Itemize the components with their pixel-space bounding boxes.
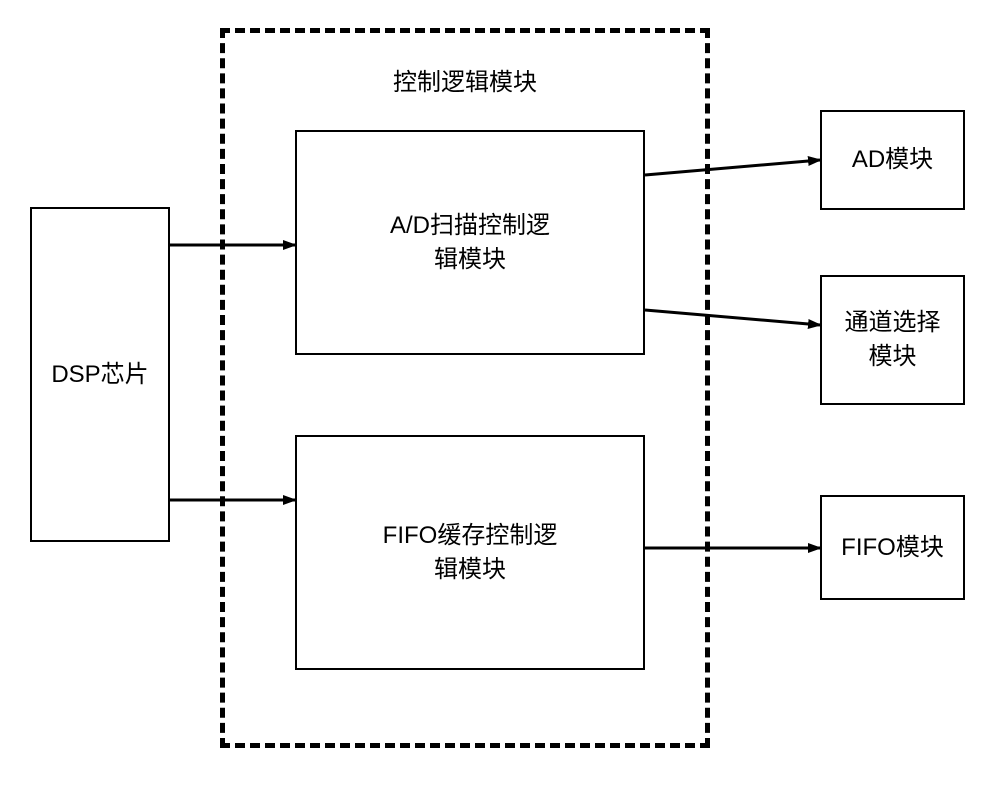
channel-select-box: 通道选择 模块 bbox=[820, 275, 965, 405]
fifo-module-label: FIFO模块 bbox=[841, 531, 944, 565]
channel-select-label: 通道选择 模块 bbox=[845, 306, 941, 373]
dsp-chip-label: DSP芯片 bbox=[51, 358, 148, 392]
fifo-cache-logic-label: FIFO缓存控制逻 辑模块 bbox=[383, 519, 558, 586]
ad-scan-logic-label: A/D扫描控制逻 辑模块 bbox=[390, 209, 550, 276]
ad-module-box: AD模块 bbox=[820, 110, 965, 210]
diagram-canvas: { "type": "flowchart", "background_color… bbox=[0, 0, 1000, 787]
fifo-cache-logic-box: FIFO缓存控制逻 辑模块 bbox=[295, 435, 645, 670]
dsp-chip-box: DSP芯片 bbox=[30, 207, 170, 542]
ad-scan-logic-box: A/D扫描控制逻 辑模块 bbox=[295, 130, 645, 355]
fifo-module-box: FIFO模块 bbox=[820, 495, 965, 600]
control-logic-title: 控制逻辑模块 bbox=[310, 62, 620, 97]
ad-module-label: AD模块 bbox=[852, 143, 933, 177]
